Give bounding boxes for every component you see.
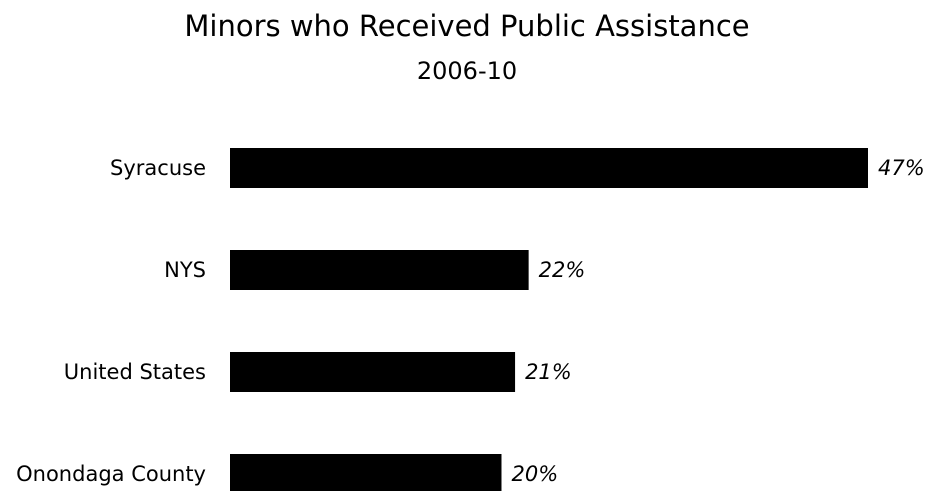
category-label-onondaga-county: Onondaga County: [16, 462, 206, 486]
category-label-nys: NYS: [164, 258, 206, 282]
value-label-nys: 22%: [539, 258, 586, 282]
bar-united-states: [230, 352, 516, 392]
bar-syracuse: [230, 148, 868, 188]
category-label-syracuse: Syracuse: [110, 156, 206, 180]
chart-title: Minors who Received Public Assistance: [184, 9, 749, 43]
chart-subtitle: 2006-10: [417, 57, 517, 85]
value-label-syracuse: 47%: [878, 156, 925, 180]
category-label-united-states: United States: [64, 360, 206, 384]
bar-onondaga-county: [230, 454, 502, 491]
value-label-onondaga-county: 20%: [511, 462, 558, 486]
bars-group: Syracuse 47% NYS 22% United States 21% Onondag…: [16, 148, 925, 491]
value-label-united-states: 21%: [525, 360, 572, 384]
bar-nys: [230, 250, 529, 290]
